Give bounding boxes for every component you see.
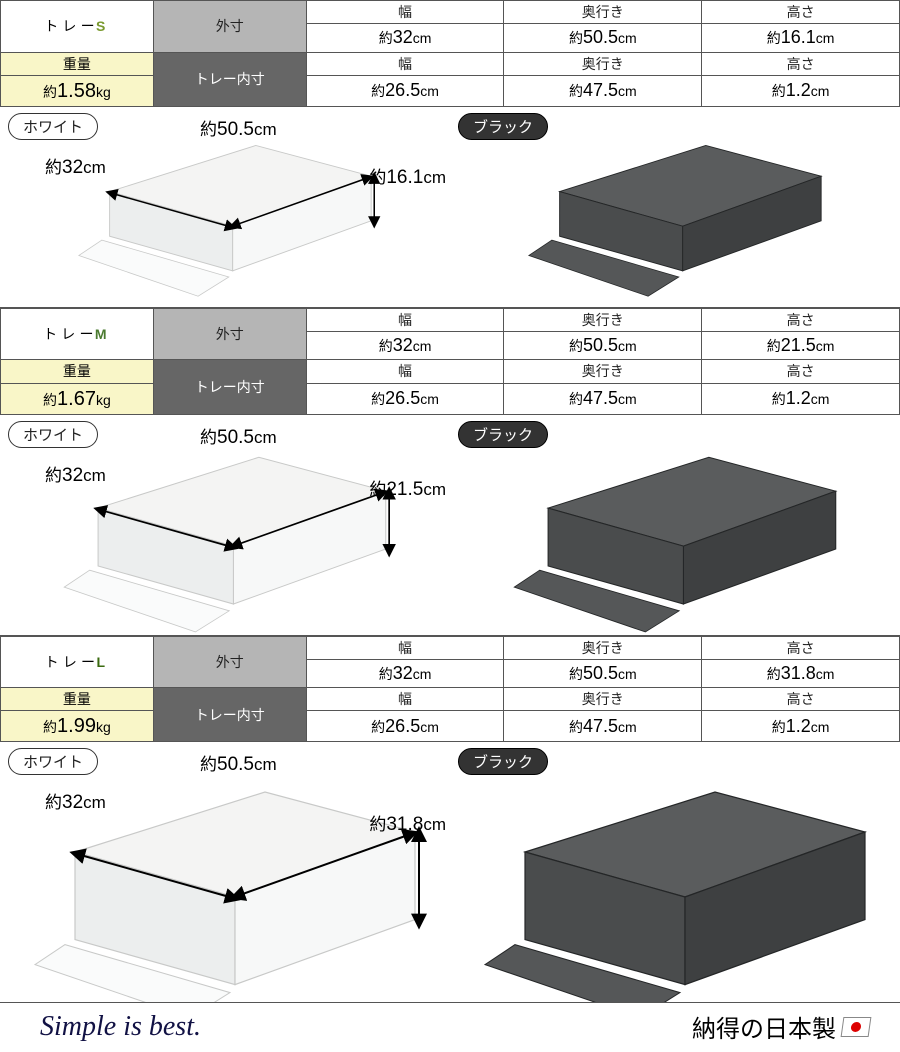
dim-depth-annot: 約50.5cm bbox=[200, 115, 277, 141]
product-image-row: ホワイト 約32cm 約50.5cm 約31.8cm ブラック bbox=[0, 742, 900, 1002]
weight-value: 約1.58kg bbox=[1, 75, 154, 106]
made-in-japan-text: 納得の日本製 bbox=[692, 1009, 836, 1044]
weight-label: 重量 bbox=[1, 52, 154, 75]
product-block-S: トレーS 外寸 幅 奥行き 高さ 約32cm 約50.5cm 約16.1cm 重… bbox=[0, 0, 900, 308]
product-spec-sheet: トレーS 外寸 幅 奥行き 高さ 約32cm 約50.5cm 約16.1cm 重… bbox=[0, 0, 900, 1052]
weight-value: 約1.99kg bbox=[1, 711, 154, 742]
outer-width: 約32cm bbox=[306, 659, 504, 687]
outer-dim-label: 外寸 bbox=[153, 308, 306, 360]
weight-label: 重量 bbox=[1, 688, 154, 711]
outer-height: 約31.8cm bbox=[702, 659, 900, 687]
inner-height: 約1.2cm bbox=[702, 75, 900, 106]
white-variant: ホワイト 約32cm 約50.5cm 約31.8cm bbox=[0, 742, 450, 1002]
footer: Simple is best. 納得の日本製 bbox=[0, 1003, 900, 1052]
white-badge: ホワイト bbox=[8, 113, 98, 140]
black-badge: ブラック bbox=[458, 113, 548, 140]
depth-label-inner: 奥行き bbox=[504, 688, 702, 711]
model-name: トレーM bbox=[1, 308, 154, 360]
dim-width-annot: 約32cm bbox=[45, 461, 106, 487]
product-block-L: トレーL 外寸 幅 奥行き 高さ 約32cm 約50.5cm 約31.8cm 重… bbox=[0, 636, 900, 1004]
outer-height: 約21.5cm bbox=[702, 331, 900, 359]
black-box-illustration bbox=[450, 415, 900, 635]
depth-label-inner: 奥行き bbox=[504, 52, 702, 75]
dim-width-annot: 約32cm bbox=[45, 788, 106, 814]
width-label-inner: 幅 bbox=[306, 52, 504, 75]
product-block-M: トレーM 外寸 幅 奥行き 高さ 約32cm 約50.5cm 約21.5cm 重… bbox=[0, 308, 900, 636]
size-letter: S bbox=[96, 18, 110, 34]
dim-width-annot: 約32cm bbox=[45, 153, 106, 179]
inner-height: 約1.2cm bbox=[702, 383, 900, 414]
white-badge: ホワイト bbox=[8, 748, 98, 775]
outer-width: 約32cm bbox=[306, 24, 504, 52]
height-label: 高さ bbox=[702, 308, 900, 331]
inner-width: 約26.5cm bbox=[306, 711, 504, 742]
inner-depth: 約47.5cm bbox=[504, 383, 702, 414]
inner-dim-label: トレー内寸 bbox=[153, 52, 306, 106]
depth-label: 奥行き bbox=[504, 1, 702, 24]
inner-dim-label: トレー内寸 bbox=[153, 360, 306, 414]
white-variant: ホワイト 約32cm 約50.5cm 約16.1cm bbox=[0, 107, 450, 307]
width-label-inner: 幅 bbox=[306, 688, 504, 711]
black-variant: ブラック bbox=[450, 742, 900, 1002]
outer-dim-label: 外寸 bbox=[153, 636, 306, 688]
depth-label: 奥行き bbox=[504, 308, 702, 331]
height-label: 高さ bbox=[702, 1, 900, 24]
model-name: トレーL bbox=[1, 636, 154, 688]
dimension-arrows bbox=[0, 742, 450, 1002]
japan-flag-icon bbox=[841, 1017, 872, 1037]
inner-width: 約26.5cm bbox=[306, 383, 504, 414]
slogan-text: Simple is best. bbox=[40, 1011, 201, 1043]
product-image-row: ホワイト 約32cm 約50.5cm 約21.5cm ブラック bbox=[0, 415, 900, 635]
black-variant: ブラック bbox=[450, 415, 900, 635]
width-label: 幅 bbox=[306, 1, 504, 24]
width-label: 幅 bbox=[306, 308, 504, 331]
black-badge: ブラック bbox=[458, 421, 548, 448]
spec-table: トレーL 外寸 幅 奥行き 高さ 約32cm 約50.5cm 約31.8cm 重… bbox=[0, 636, 900, 743]
dim-height-annot: 約21.5cm bbox=[369, 475, 446, 501]
white-variant: ホワイト 約32cm 約50.5cm 約21.5cm bbox=[0, 415, 450, 635]
size-letter: M bbox=[95, 326, 111, 342]
inner-width: 約26.5cm bbox=[306, 75, 504, 106]
product-image-row: ホワイト 約32cm 約50.5cm 約16.1cm ブラック bbox=[0, 107, 900, 307]
inner-depth: 約47.5cm bbox=[504, 711, 702, 742]
height-label-inner: 高さ bbox=[702, 52, 900, 75]
black-box-illustration bbox=[450, 742, 900, 1002]
model-name: トレーS bbox=[1, 1, 154, 53]
width-label-inner: 幅 bbox=[306, 360, 504, 383]
height-label-inner: 高さ bbox=[702, 688, 900, 711]
spec-table: トレーM 外寸 幅 奥行き 高さ 約32cm 約50.5cm 約21.5cm 重… bbox=[0, 308, 900, 415]
outer-depth: 約50.5cm bbox=[504, 331, 702, 359]
inner-depth: 約47.5cm bbox=[504, 75, 702, 106]
outer-depth: 約50.5cm bbox=[504, 659, 702, 687]
white-badge: ホワイト bbox=[8, 421, 98, 448]
inner-dim-label: トレー内寸 bbox=[153, 688, 306, 742]
outer-depth: 約50.5cm bbox=[504, 24, 702, 52]
outer-width: 約32cm bbox=[306, 331, 504, 359]
depth-label: 奥行き bbox=[504, 636, 702, 659]
height-label-inner: 高さ bbox=[702, 360, 900, 383]
dim-depth-annot: 約50.5cm bbox=[200, 423, 277, 449]
black-variant: ブラック bbox=[450, 107, 900, 307]
weight-value: 約1.67kg bbox=[1, 383, 154, 414]
made-in-japan: 納得の日本製 bbox=[692, 1009, 870, 1044]
depth-label-inner: 奥行き bbox=[504, 360, 702, 383]
size-letter: L bbox=[96, 654, 109, 670]
outer-height: 約16.1cm bbox=[702, 24, 900, 52]
dim-height-annot: 約31.8cm bbox=[369, 810, 446, 836]
spec-table: トレーS 外寸 幅 奥行き 高さ 約32cm 約50.5cm 約16.1cm 重… bbox=[0, 0, 900, 107]
inner-height: 約1.2cm bbox=[702, 711, 900, 742]
outer-dim-label: 外寸 bbox=[153, 1, 306, 53]
height-label: 高さ bbox=[702, 636, 900, 659]
weight-label: 重量 bbox=[1, 360, 154, 383]
dim-depth-annot: 約50.5cm bbox=[200, 750, 277, 776]
dim-height-annot: 約16.1cm bbox=[369, 163, 446, 189]
width-label: 幅 bbox=[306, 636, 504, 659]
black-badge: ブラック bbox=[458, 748, 548, 775]
